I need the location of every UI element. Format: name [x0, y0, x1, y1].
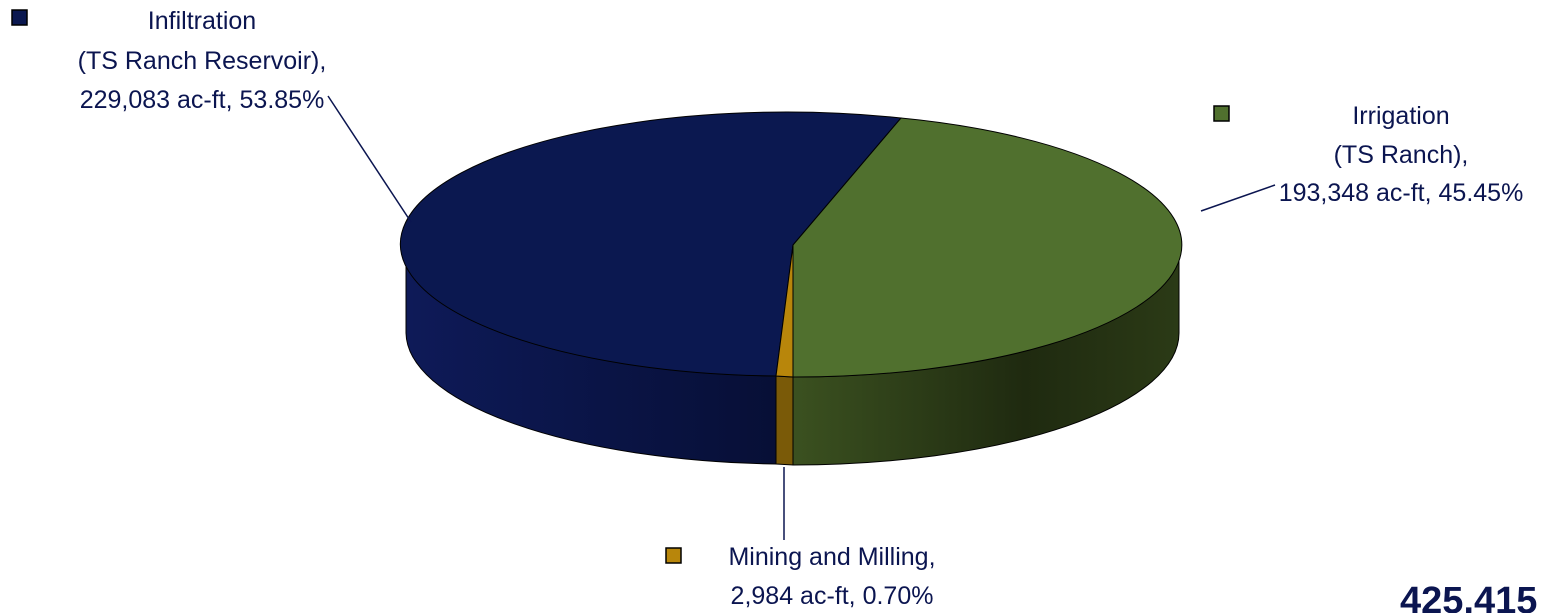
pie-slice-mining — [775, 244, 794, 378]
label-infiltration-line2: (TS Ranch Reservoir), — [78, 47, 327, 75]
legend-key-infiltration — [11, 9, 28, 26]
label-mining-line2: 2,984 ac-ft, 0.70% — [731, 582, 934, 610]
label-irrigation-line3: 193,348 ac-ft, 45.45% — [1279, 179, 1524, 207]
total-value: 425,415 — [1400, 580, 1537, 613]
label-infiltration-line1: Infiltration — [148, 7, 256, 35]
pie-slice-irrigation — [792, 117, 1183, 378]
pie-slice-infiltration — [399, 111, 902, 377]
label-irrigation-line1: Irrigation — [1352, 102, 1449, 130]
label-mining-line1: Mining and Milling, — [728, 543, 935, 571]
pie-side-mining — [775, 375, 794, 466]
leader-line-infiltration — [327, 95, 412, 223]
legend-key-mining — [665, 547, 682, 564]
legend-key-irrigation — [1213, 105, 1230, 122]
label-infiltration-line3: 229,083 ac-ft, 53.85% — [80, 86, 325, 114]
leader-line-irrigation — [1200, 184, 1276, 212]
label-irrigation-line2: (TS Ranch), — [1334, 141, 1469, 169]
